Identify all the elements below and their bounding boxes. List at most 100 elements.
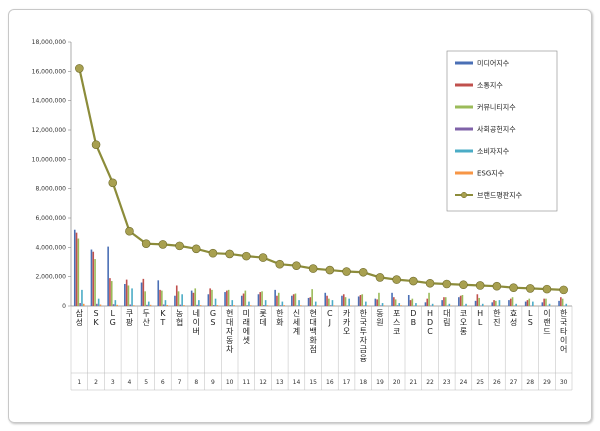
bar-소비자지수	[331, 300, 334, 306]
line-point	[158, 240, 168, 249]
rank-label: 1	[77, 379, 81, 386]
line-point	[425, 278, 435, 288]
bar-커뮤니티지수	[511, 297, 514, 306]
bar-사회공헌지수	[96, 303, 98, 306]
bar-소통지수	[175, 285, 178, 306]
bar-미디어지수	[524, 301, 527, 306]
bar-사회공헌지수	[146, 304, 148, 306]
bar-미디어지수	[407, 295, 410, 306]
rank-label: 19	[376, 379, 384, 386]
bar-사회공헌지수	[229, 305, 232, 306]
bar-미디어지수	[140, 282, 143, 306]
legend-swatch	[455, 127, 473, 131]
rank-label: 24	[460, 379, 468, 386]
bar-소통지수	[476, 294, 479, 306]
bar-소비자지수	[381, 303, 384, 306]
bar-소비자지수	[231, 300, 234, 306]
bar-ESG지수	[316, 305, 319, 306]
bar-미디어지수	[458, 297, 460, 306]
line-point	[91, 140, 101, 149]
line-point	[125, 226, 134, 236]
bar-미디어지수	[341, 295, 343, 306]
line-point	[108, 178, 118, 188]
bar-ESG지수	[366, 305, 369, 306]
bar-소통지수	[326, 295, 328, 306]
bar-커뮤니티지수	[444, 297, 447, 306]
bar-미디어지수	[474, 300, 477, 306]
bar-ESG지수	[400, 305, 402, 306]
legend-swatch	[455, 171, 473, 175]
bar-소비자지수	[365, 301, 367, 306]
line-point	[559, 285, 568, 295]
bar-커뮤니티지수	[144, 291, 146, 306]
legend	[446, 50, 558, 212]
bar-커뮤니티지수	[261, 291, 263, 306]
line-point	[392, 275, 401, 284]
bar-커뮤니티지수	[77, 238, 80, 306]
bar-소통지수	[393, 297, 395, 306]
bar-소비자지수	[164, 300, 167, 306]
rank-label: 17	[343, 379, 351, 386]
line-point	[442, 279, 452, 289]
bar-ESG지수	[82, 303, 85, 306]
bar-ESG지수	[266, 305, 269, 306]
legend-label: 브랜드평판지수	[477, 191, 523, 200]
bar-커뮤니티지수	[127, 285, 130, 306]
legend-swatch	[455, 105, 473, 109]
bar-사회공헌지수	[179, 304, 182, 306]
bar-미디어지수	[424, 302, 427, 306]
bar-미디어지수	[240, 295, 243, 306]
bar-사회공헌지수	[129, 304, 132, 306]
bar-소비자지수	[348, 298, 350, 306]
bar-미디어지수	[357, 296, 360, 306]
legend-label: ESG지수	[477, 169, 505, 178]
bar-소통지수	[142, 278, 145, 306]
bar-사회공헌지수	[313, 305, 315, 306]
bar-소통지수	[560, 297, 562, 306]
bar-미디어지수	[73, 229, 76, 306]
legend-marker	[460, 191, 468, 199]
bar-커뮤니티지수	[461, 295, 464, 306]
bar-ESG지수	[383, 305, 386, 306]
line-point	[475, 281, 485, 290]
bar-미디어지수	[224, 292, 226, 306]
bar-소통지수	[543, 298, 545, 306]
bar-미디어지수	[307, 297, 310, 306]
bar-소비자지수	[515, 303, 517, 306]
bar-사회공헌지수	[363, 305, 365, 306]
bar-소통지수	[509, 298, 512, 306]
bar-미디어지수	[90, 249, 93, 306]
bar-소통지수	[493, 300, 495, 306]
bar-ESG지수	[99, 304, 102, 306]
bar-사회공헌지수	[162, 304, 165, 306]
chart-frame	[8, 9, 592, 423]
bar-소비자지수	[264, 300, 267, 306]
line-point	[208, 248, 218, 258]
bar-소비자지수	[565, 303, 568, 306]
bar-소통지수	[359, 295, 362, 306]
rank-label: 3	[111, 379, 115, 386]
bar-사회공헌지수	[112, 304, 115, 306]
bar-소비자지수	[398, 303, 401, 306]
rank-label: 28	[526, 379, 534, 386]
bar-소비자지수	[448, 303, 451, 306]
rank-label: 12	[259, 379, 267, 386]
rank-label: 16	[326, 379, 334, 386]
bar-소통지수	[309, 297, 312, 306]
bar-커뮤니티지수	[394, 299, 397, 306]
bar-소비자지수	[248, 301, 250, 306]
bar-ESG지수	[183, 305, 185, 306]
bar-커뮤니티지수	[110, 281, 113, 306]
line-point	[459, 280, 468, 290]
bar-커뮤니티지수	[161, 290, 163, 306]
bar-사회공헌지수	[379, 305, 382, 306]
bar-소통지수	[459, 295, 462, 306]
bar-커뮤니티지수	[211, 289, 213, 306]
